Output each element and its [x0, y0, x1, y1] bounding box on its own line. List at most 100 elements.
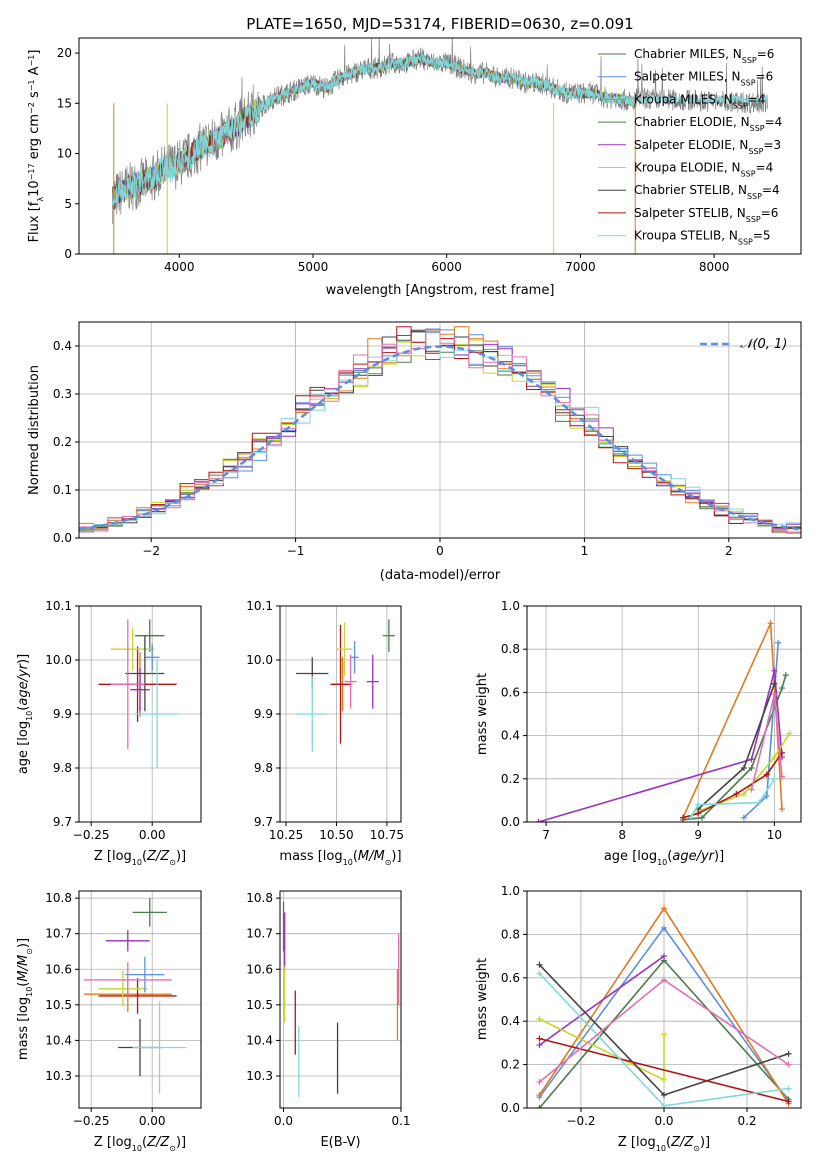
mass-weight-marker	[785, 1085, 792, 1092]
mass-weight-marker	[536, 1091, 543, 1098]
mass-weight-marker	[775, 639, 782, 646]
clip-mw-z-group	[536, 905, 792, 1108]
mass-z-axes	[78, 890, 202, 1109]
model-spectrum-line	[112, 54, 637, 207]
age-z-ytick-label: 9.8	[53, 761, 72, 775]
mass-weight-marker	[763, 793, 770, 800]
clip-hist-group	[79, 326, 801, 534]
mw-z-ytick-label: 0.6	[501, 971, 520, 985]
mw-age-ytick-label: 0.6	[501, 685, 520, 699]
mw-age-xtick-label: 10	[767, 828, 782, 842]
mass-weight-marker	[740, 814, 747, 821]
hist-ytick-label: 0.0	[53, 531, 72, 545]
mass-weight-marker	[740, 765, 747, 771]
clip-age-mass-group	[296, 619, 395, 752]
age-z-ytick-label: 10.0	[45, 653, 72, 667]
spectrum-ytick-label: 15	[57, 96, 72, 110]
age-mass-ytick-label: 9.9	[254, 707, 273, 721]
residual-histogram-step	[79, 330, 801, 533]
mass-weight-marker	[771, 680, 778, 687]
mass-ebv-ytick-label: 10.7	[246, 927, 273, 941]
spectrum-legend-label: Salpeter ELODIE, NSSP=3	[634, 138, 781, 156]
age-z-ylabel: age [log10(age/yr)]	[16, 654, 34, 774]
spectrum-legend-label: Chabrier ELODIE, NSSP=4	[634, 115, 782, 133]
mass-weight-line	[697, 683, 776, 810]
mass-weight-marker	[661, 1076, 667, 1083]
mass-weight-marker	[661, 924, 667, 931]
mw-z-ytick-label: 1.0	[501, 884, 520, 898]
mass-weight-marker	[661, 905, 667, 912]
mass-weight-marker	[756, 799, 763, 806]
mass-z-ytick-label: 10.3	[45, 1069, 72, 1083]
hist-ytick-label: 0.4	[53, 339, 72, 353]
mass-weight-marker	[733, 790, 740, 797]
age-mass-ytick-label: 9.8	[254, 761, 273, 775]
mass-weight-marker	[536, 1016, 543, 1023]
mass-weight-marker	[661, 953, 667, 960]
age-z-xlabel: Z [log10(Z/Z⊙)]	[94, 849, 186, 867]
mw-z-ytick-label: 0.2	[501, 1058, 520, 1072]
hist-ytick-label: 0.2	[53, 435, 72, 449]
mass-ebv-ytick-label: 10.6	[246, 962, 273, 976]
mw-age-xtick-label: 7	[542, 828, 550, 842]
mw-z-xtick-label: −0.2	[566, 1114, 595, 1128]
age-mass-ytick-label: 10.1	[246, 599, 273, 613]
spectrum-xlabel: wavelength [Angstrom, rest frame]	[326, 283, 555, 298]
age-mass-xtick-label: 10.50	[319, 828, 353, 842]
mw-z-ylabel: mass weight	[475, 958, 490, 1040]
hist-ytick-label: 0.1	[53, 483, 72, 497]
clip-mass-ebv-group	[282, 901, 400, 1098]
age-mass-ytick-label: 10.0	[246, 653, 273, 667]
age-mass-ytick-label: 9.7	[254, 815, 273, 829]
mass-weight-marker	[778, 806, 785, 813]
mass-weight-line	[538, 670, 783, 822]
mass-z-xlabel: Z [log10(Z/Z⊙)]	[94, 1135, 186, 1153]
mass-weight-marker	[536, 1078, 543, 1085]
mass-weight-marker	[778, 773, 785, 780]
mass-weight-marker	[536, 1105, 543, 1108]
mass-weight-marker	[748, 765, 755, 771]
mass-weight-marker	[785, 1098, 792, 1105]
mass-z-ytick-label: 10.7	[45, 927, 72, 941]
hist-ylabel: Normed distribution	[27, 365, 42, 495]
mass-ebv-xlabel: E(B-V)	[320, 1135, 360, 1150]
mass-weight-marker	[771, 775, 778, 782]
mass-z-ytick-label: 10.5	[45, 998, 72, 1012]
clip-age-z-group	[98, 619, 180, 768]
mass-ebv-ytick-label: 10.8	[246, 891, 273, 905]
mass-ebv-axes	[279, 890, 402, 1109]
age-z-xtick-label: −0.25	[73, 828, 110, 842]
spectrum-title: PLATE=1650, MJD=53174, FIBERID=0630, z=0…	[246, 15, 633, 33]
mass-weight-marker	[778, 685, 785, 692]
mw-age-ytick-label: 0.0	[501, 815, 520, 829]
mass-weight-marker	[785, 1050, 792, 1057]
mass-weight-marker	[771, 667, 778, 674]
spectrum-xtick-label: 7000	[565, 260, 596, 274]
spectrum-legend-label: Chabrier MILES, NSSP=6	[634, 47, 774, 65]
mass-weight-marker	[763, 771, 770, 778]
model-spectrum-line	[112, 54, 637, 210]
mw-z-ytick-label: 0.4	[501, 1014, 520, 1028]
spectrum-xtick-label: 8000	[699, 260, 730, 274]
age-mass-xtick-label: 10.25	[269, 828, 303, 842]
mass-weight-marker	[536, 970, 543, 977]
clip-spec-group	[111, 38, 769, 254]
mass-z-ytick-label: 10.8	[45, 891, 72, 905]
hist-legend-label: 𝒩(0, 1)	[740, 337, 787, 352]
spectrum-legend-label: Salpeter MILES, NSSP=6	[634, 70, 773, 88]
kroupa-stelib-line	[111, 53, 769, 209]
mass-weight-marker	[785, 1061, 792, 1068]
mass-weight-line	[698, 732, 791, 812]
mass-z-ylabel: mass [log10(M/M⊙)]	[16, 938, 34, 1060]
spectrum-axes	[78, 37, 802, 255]
mass-ebv-ytick-label: 10.3	[246, 1069, 273, 1083]
mw-age-xlabel: age [log10(age/yr)]	[604, 849, 724, 867]
mw-age-axes	[526, 605, 802, 823]
hist-xtick-label: 2	[725, 544, 733, 558]
mass-weight-marker	[771, 754, 778, 761]
residual-histogram-step	[79, 332, 801, 529]
age-z-axes	[78, 605, 202, 823]
spectrum-ytick-label: 10	[57, 147, 72, 161]
mass-weight-marker	[536, 1035, 543, 1042]
